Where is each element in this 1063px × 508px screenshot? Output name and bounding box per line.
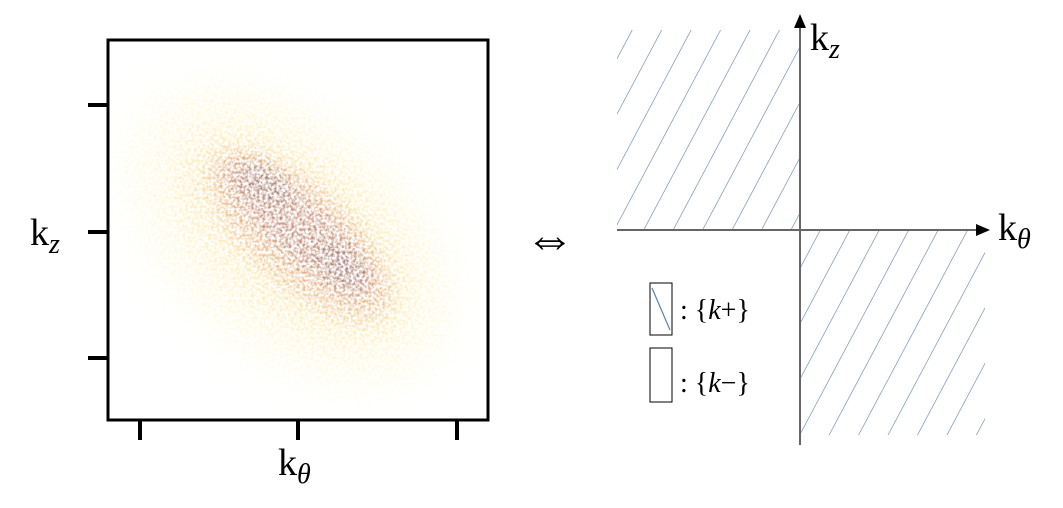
x-axis-label: kθ — [278, 442, 311, 490]
axes — [617, 24, 980, 445]
axis-label: kθ — [998, 207, 1031, 255]
text-part: k — [998, 207, 1017, 249]
text-part: k — [708, 368, 721, 399]
text-part: k — [278, 442, 297, 484]
text-part: : { — [680, 368, 708, 399]
arrowhead — [976, 224, 990, 236]
text-part: θ — [297, 459, 311, 490]
legend-label: : {k+} — [680, 295, 750, 326]
text-part: : { — [680, 295, 708, 326]
legend-swatch — [649, 347, 673, 403]
ticks — [88, 103, 459, 440]
text-part: z — [48, 229, 60, 260]
text-part: +} — [721, 295, 750, 326]
equivalence-arrow: ⇔ — [525, 210, 575, 266]
hatched-region — [617, 30, 800, 230]
text-part: k — [708, 295, 721, 326]
text-part: k — [810, 17, 829, 59]
text-part: −} — [721, 368, 750, 399]
hatched-region — [800, 230, 985, 435]
text-part: k — [30, 212, 49, 254]
text-part: z — [828, 34, 840, 65]
y-axis-label: kz — [30, 212, 60, 260]
axis-label: kz — [810, 17, 840, 65]
legend-label: : {k−} — [680, 368, 750, 399]
heatmap — [125, 82, 455, 388]
arrowhead — [794, 14, 806, 28]
text-part: θ — [1017, 224, 1031, 255]
legend-hatch — [651, 287, 671, 331]
